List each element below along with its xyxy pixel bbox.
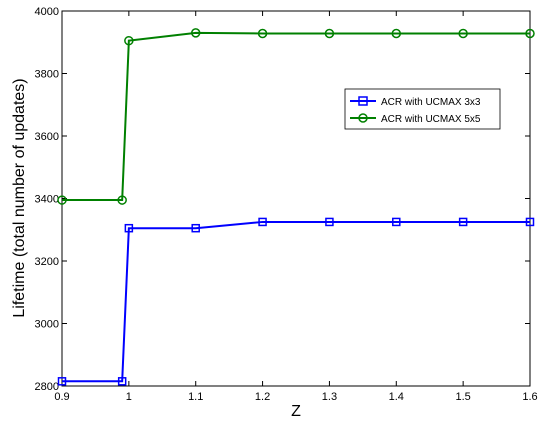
- data-point: [458, 28, 468, 39]
- data-point: [124, 223, 134, 233]
- legend-marker-series-1: [358, 96, 368, 106]
- data-point: [257, 28, 268, 39]
- data-point: [525, 217, 535, 227]
- x-tick-label-1: 1: [126, 391, 132, 403]
- data-point: [117, 377, 127, 386]
- x-tick-label-0: 0.9: [54, 391, 69, 403]
- y-tick-label-4: 3600: [35, 131, 59, 143]
- y-tick-label-1: 3000: [35, 319, 59, 331]
- series-line-1: [62, 220, 530, 383]
- data-point: [392, 217, 401, 227]
- series-2: [57, 28, 535, 205]
- legend-label-series-1: ACR with UCMAX 3x3: [381, 97, 481, 108]
- series-line-2: [62, 31, 530, 202]
- y-tick-label-5: 3800: [35, 69, 59, 81]
- data-point: [57, 377, 67, 386]
- data-point: [117, 195, 127, 205]
- x-tick-label-6: 1.5: [455, 391, 470, 403]
- y-tick-label-2: 3200: [35, 256, 59, 268]
- x-axis-label: Z: [291, 403, 301, 420]
- x-tick-label-5: 1.4: [389, 391, 404, 403]
- data-point: [525, 28, 535, 39]
- legend-label-series-2: ACR with UCMAX 5x5: [381, 114, 481, 125]
- plot-area: [61, 10, 531, 387]
- legend-marker-series-2: [358, 113, 368, 123]
- series-layer: [57, 28, 535, 386]
- data-point: [124, 35, 134, 46]
- y-tick-label-3: 3400: [35, 194, 59, 206]
- data-point: [57, 195, 67, 205]
- x-tick-label-2: 1.1: [188, 391, 203, 403]
- series-1: [57, 217, 535, 386]
- data-point: [325, 217, 334, 227]
- data-point: [458, 217, 468, 227]
- data-point: [324, 28, 335, 39]
- data-point: [391, 28, 402, 39]
- data-point: [191, 223, 200, 233]
- x-tick-label-4: 1.3: [322, 391, 337, 403]
- y-axis-label: Lifetime (total number of updates): [11, 78, 28, 317]
- y-tick-label-6: 4000: [35, 6, 59, 18]
- data-point: [190, 28, 201, 38]
- x-tick-label-3: 1.2: [255, 391, 270, 403]
- axis-ticks: 0.9 1 1.1 1.2 1.3 1.4 1.5 1.6 2800 3000 3200 3400 36…: [35, 6, 538, 403]
- legend-box: [344, 88, 501, 130]
- x-tick-label-7: 1.6: [522, 391, 537, 403]
- legend: ACR with UCMAX 3x3 ACR with UCMAX 5x5: [344, 88, 501, 130]
- y-tick-label-0: 2800: [35, 381, 59, 393]
- data-point: [258, 217, 267, 227]
